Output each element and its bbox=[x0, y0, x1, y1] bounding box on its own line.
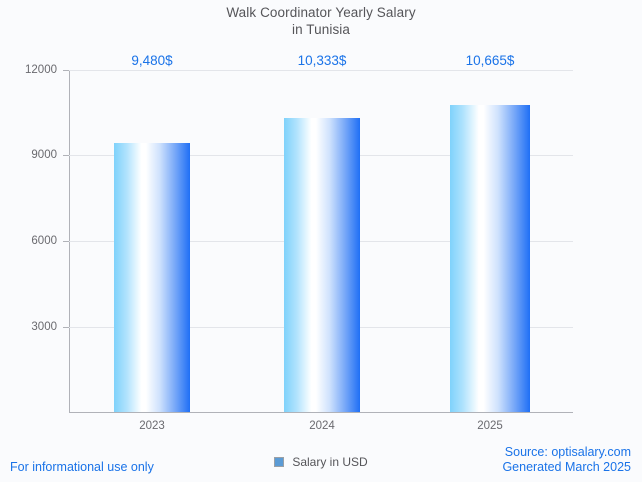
gridline-12000 bbox=[69, 70, 573, 71]
x-tick-label-2024: 2024 bbox=[309, 420, 335, 432]
y-tick-label-9000: 9000 bbox=[31, 149, 57, 161]
legend-swatch-icon bbox=[274, 457, 285, 467]
chart-legend: Salary in USD bbox=[0, 454, 642, 471]
x-axis-line bbox=[69, 412, 573, 413]
disclaimer-text: For informational use only bbox=[10, 460, 154, 474]
bar-value-label-2023: 9,480$ bbox=[131, 53, 173, 68]
x-tick-label-2023: 2023 bbox=[139, 420, 165, 432]
chart-title-line-1: Walk Coordinator Yearly Salary bbox=[226, 5, 416, 20]
legend-item-label: Salary in USD bbox=[292, 455, 368, 469]
bar-value-label-2025: 10,665$ bbox=[465, 53, 515, 68]
bar-value-label-2024: 10,333$ bbox=[297, 53, 347, 68]
chart-title: Walk Coordinator Yearly Salary in Tunisi… bbox=[0, 4, 642, 38]
chart-title-line-2: in Tunisia bbox=[291, 22, 351, 37]
y-tick-mark-12000 bbox=[63, 70, 69, 71]
y-tick-mark-9000 bbox=[63, 155, 69, 156]
source-attribution: Source: optisalary.com Generated March 2… bbox=[502, 445, 631, 475]
x-tick-label-2025: 2025 bbox=[477, 420, 503, 432]
plot-area bbox=[69, 70, 573, 412]
bar-2024[interactable] bbox=[284, 118, 360, 412]
y-tick-mark-3000 bbox=[63, 327, 69, 328]
y-tick-label-12000: 12000 bbox=[25, 64, 57, 76]
legend-item-salary-in-usd[interactable]: Salary in USD bbox=[274, 454, 368, 470]
y-tick-mark-6000 bbox=[63, 241, 69, 242]
bar-2023[interactable] bbox=[114, 143, 190, 412]
source-text: Source: optisalary.com bbox=[504, 445, 631, 459]
y-tick-label-6000: 6000 bbox=[31, 235, 57, 247]
generated-date-text: Generated March 2025 bbox=[502, 460, 631, 474]
y-tick-label-3000: 3000 bbox=[31, 321, 57, 333]
bar-2025[interactable] bbox=[450, 105, 530, 412]
